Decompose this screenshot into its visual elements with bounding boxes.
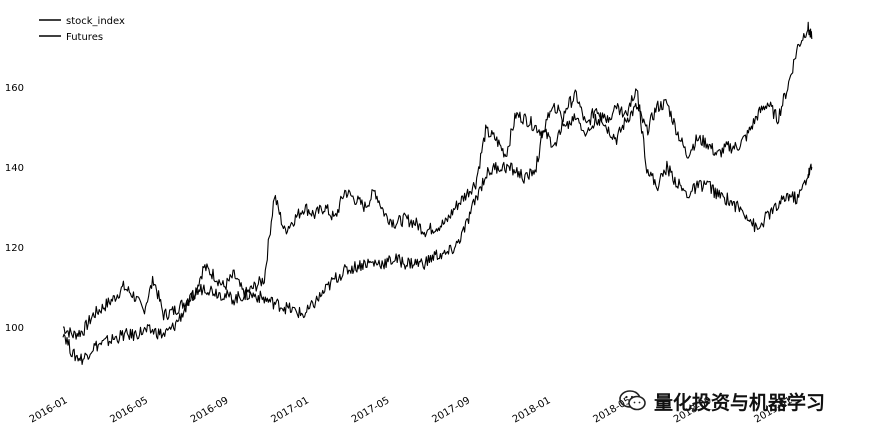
x-tick-label: 2017-09 <box>430 395 472 425</box>
x-tick-label: 2017-05 <box>350 395 392 425</box>
y-tick-label: 100 <box>5 323 24 334</box>
x-tick-label: 2016-05 <box>108 395 150 425</box>
wechat-icon <box>619 390 646 411</box>
legend: stock_index Futures <box>39 16 125 43</box>
y-tick-label: 140 <box>5 163 24 174</box>
x-tick-label: 2016-01 <box>28 395 70 425</box>
y-axis-ticks: 100 120 140 160 <box>5 83 24 334</box>
watermark: 量化投资与机器学习 <box>618 386 825 416</box>
legend-label-stock-index: stock_index <box>66 16 125 27</box>
watermark-text: 量化投资与机器学习 <box>654 391 826 414</box>
x-tick-label: 2017-01 <box>269 395 311 425</box>
y-tick-label: 160 <box>5 83 24 94</box>
legend-label-futures: Futures <box>66 32 103 43</box>
x-tick-label: 2016-09 <box>189 395 231 425</box>
series-line-futures <box>62 88 813 365</box>
y-tick-label: 120 <box>5 243 24 254</box>
x-tick-label: 2018-01 <box>511 395 553 425</box>
series-lines <box>62 21 813 365</box>
